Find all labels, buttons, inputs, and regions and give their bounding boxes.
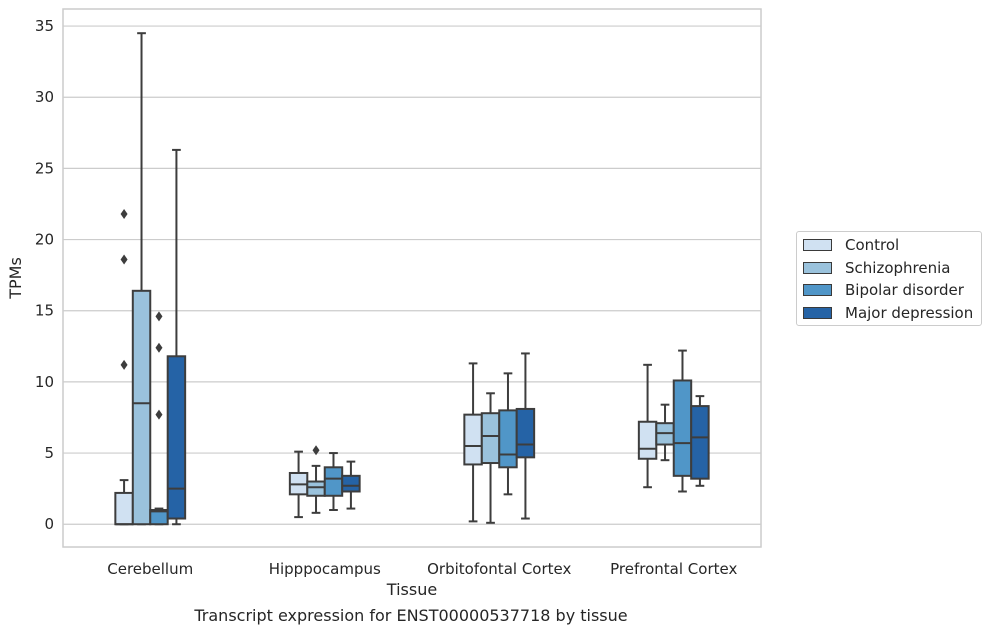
y-tick-label: 30	[35, 88, 54, 106]
y-tick-label: 15	[35, 302, 54, 320]
y-tick-label: 35	[35, 17, 54, 35]
y-axis-label: TPMs	[6, 257, 25, 300]
legend-label: Control	[845, 236, 900, 254]
box-body	[166, 355, 187, 520]
box-0-1	[131, 32, 152, 526]
outlier-point	[155, 342, 163, 353]
legend: Control Schizophrenia Bipolar disorder Majo…	[796, 231, 982, 326]
box-body	[306, 480, 326, 497]
box-2-3	[515, 352, 536, 520]
box-body	[341, 474, 361, 493]
x-axis-label: Tissue	[386, 580, 437, 599]
box-body	[131, 289, 152, 526]
box-body	[498, 409, 518, 469]
box-body	[323, 466, 344, 497]
legend-label: Bipolar disorder	[845, 281, 964, 299]
box-body	[114, 491, 134, 526]
box-1-2	[323, 452, 344, 511]
box-2-1	[480, 392, 501, 524]
outlier-point	[120, 254, 128, 265]
x-tick-label: Cerebellum	[107, 560, 193, 578]
x-tick-label: Prefrontal Cortex	[610, 560, 737, 578]
y-tick-label: 25	[35, 159, 54, 177]
x-tick-label: Hipppocampus	[269, 560, 381, 578]
y-tick-label: 10	[35, 373, 54, 391]
legend-label: Schizophrenia	[845, 258, 951, 277]
legend-item: Bipolar disorder	[803, 281, 964, 299]
box-1-1	[306, 445, 326, 514]
box-body	[690, 405, 710, 480]
outlier-point	[155, 311, 163, 322]
box-0-0	[114, 208, 134, 526]
outlier-point	[312, 445, 320, 456]
box-3-2	[672, 349, 693, 493]
box-0-2	[149, 311, 169, 526]
legend-swatch	[803, 284, 832, 296]
box-2-0	[463, 362, 483, 523]
legend-swatch	[803, 306, 832, 319]
outlier-point	[120, 359, 128, 370]
chart-caption: Transcript expression for ENST0000053771…	[194, 606, 628, 625]
box-3-3	[690, 395, 710, 487]
outlier-point	[155, 409, 163, 420]
legend-swatch	[803, 239, 832, 251]
box-body	[637, 420, 658, 460]
box-1-3	[341, 460, 361, 510]
plot-area-frame	[62, 8, 762, 548]
box-body	[463, 413, 483, 466]
y-tick-label: 20	[35, 231, 54, 249]
box-body	[672, 379, 693, 477]
box-body	[515, 407, 536, 459]
outlier-point	[120, 208, 128, 219]
box-0-3	[166, 148, 187, 526]
y-tick-label: 5	[44, 444, 54, 462]
legend-item: Schizophrenia	[803, 259, 950, 277]
box-3-0	[637, 363, 658, 489]
box-3-1	[655, 403, 675, 462]
legend-item: Control	[803, 236, 899, 254]
box-2-2	[498, 372, 518, 496]
x-tick-label: Orbitofontal Cortex	[427, 560, 571, 578]
legend-swatch	[803, 261, 832, 274]
legend-label: Major depression	[845, 303, 974, 322]
box-body	[480, 412, 501, 465]
box-1-0	[288, 450, 309, 519]
y-tick-label: 0	[44, 515, 54, 533]
legend-item: Major depression	[803, 304, 973, 322]
